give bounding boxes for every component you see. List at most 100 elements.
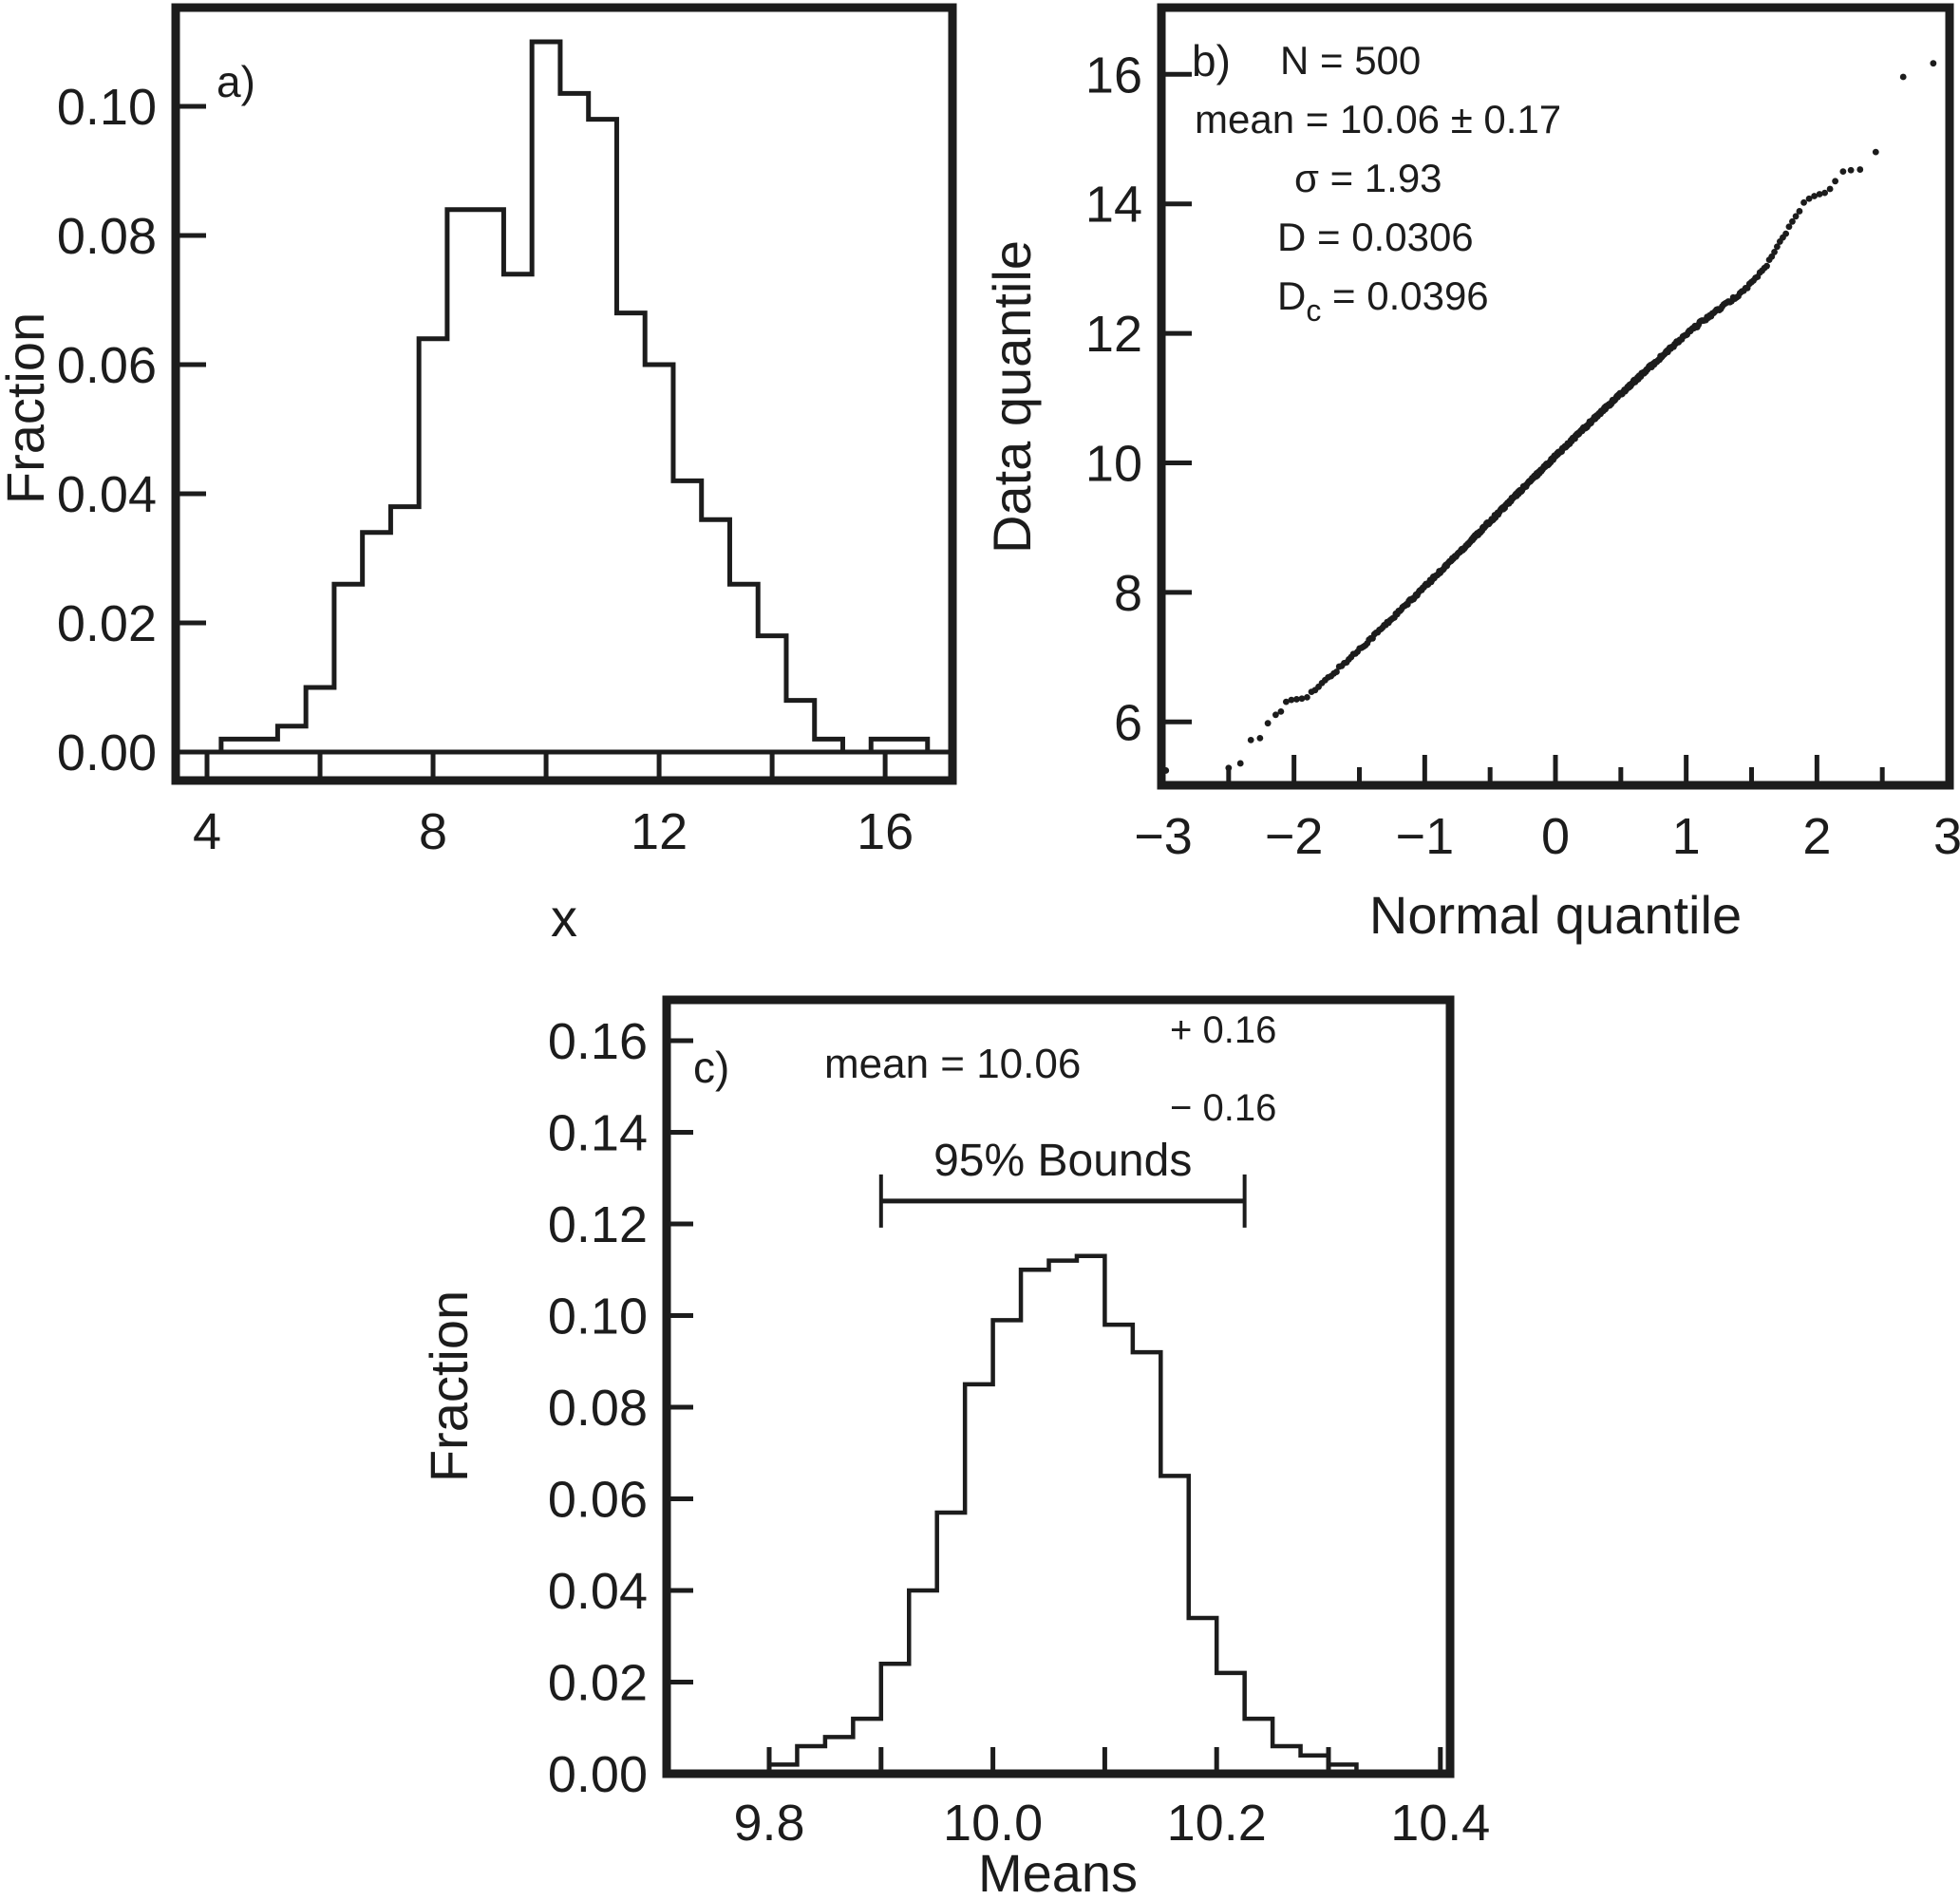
qq-point: [1782, 230, 1790, 237]
panel-a-axes: 4 8 12 16 0.00 0.02 0.04 0.06 0.08 0.10 x Fraction a…: [0, 57, 914, 948]
qq-stats-line-4: Dc = 0.0396: [1277, 273, 1489, 328]
panel-c-plot: 95% Bounds mean = 10.06 + 0.16 − 0.16 9.8 10.…: [419, 995, 1490, 1900]
plot-frame: [171, 3, 957, 785]
qq-point: [1288, 696, 1295, 704]
qq-scatter-series: [1162, 60, 1937, 774]
qq-point: [1899, 73, 1907, 81]
y-tick-label: 0.12: [548, 1196, 648, 1253]
panel-a: 4 8 12 16 0.00 0.02 0.04 0.06 0.08 0.10 x Fraction a…: [0, 0, 988, 959]
qq-point: [1805, 195, 1813, 202]
qq-point: [1256, 734, 1264, 742]
qq-point: [1800, 198, 1807, 206]
y-tick-label: 0.08: [57, 208, 157, 265]
y-tick-label: 8: [1114, 565, 1142, 622]
qq-stats-line-2: σ = 1.93: [1294, 156, 1442, 200]
panel-c-label: c): [693, 1043, 729, 1092]
qq-point: [1811, 193, 1818, 199]
qq-stats-annotation: N = 500 mean = 10.06 ± 0.17 σ = 1.93 D = 0.…: [1195, 38, 1561, 328]
panel-c-axes: 9.8 10.0 10.2 10.4 0.00 0.02 0.04 0.06 0.08 0.10 0…: [419, 1013, 1490, 1900]
x-tick-label: 10.2: [1167, 1795, 1267, 1852]
y-tick-label: 0.14: [548, 1105, 648, 1162]
qq-point: [1839, 168, 1847, 176]
qq-point: [1796, 208, 1803, 215]
qq-point: [1816, 191, 1823, 198]
y-tick-label: 0.06: [548, 1472, 648, 1529]
qq-point: [1856, 166, 1864, 173]
qq-point: [1293, 696, 1300, 703]
y-tick-label: 0.02: [57, 595, 157, 652]
qq-point: [1298, 695, 1306, 703]
bounds-label: 95% Bounds: [933, 1136, 1192, 1186]
qq-point: [1792, 213, 1800, 220]
panel-c: 95% Bounds mean = 10.06 + 0.16 − 0.16 9.8 10.…: [361, 954, 1595, 1900]
mean-annotation-plus: + 0.16: [1170, 1009, 1276, 1051]
panel-a-x-axis-title: x: [551, 888, 577, 948]
panel-b-label: b): [1192, 36, 1231, 85]
plot-frame: [662, 995, 1455, 1778]
y-tick-label: 12: [1085, 306, 1142, 363]
x-tick-label: 2: [1802, 808, 1831, 865]
qq-point: [1821, 189, 1829, 197]
x-tick-label: 10.0: [943, 1795, 1043, 1852]
histogram-x-series: [218, 39, 931, 755]
x-tick-label: 1: [1672, 808, 1701, 865]
x-tick-label: 3: [1933, 808, 1960, 865]
plot-frame: [1157, 3, 1954, 790]
panel-b: N = 500 mean = 10.06 ± 0.17 σ = 1.93 D = 0.…: [982, 0, 1960, 959]
x-tick-label: −3: [1134, 808, 1193, 865]
qq-point: [1247, 736, 1254, 743]
y-tick-label: 0.10: [57, 79, 157, 136]
qq-stats-line-3: D = 0.0306: [1277, 215, 1474, 259]
panel-b-y-axis-title: Data quantile: [988, 240, 1042, 554]
x-tick-label: 10.4: [1390, 1795, 1490, 1852]
panel-c-x-axis-title: Means: [978, 1843, 1138, 1900]
qq-stats-line-1: mean = 10.06 ± 0.17: [1195, 97, 1561, 141]
mean-annotation-main: mean = 10.06: [824, 1041, 1081, 1087]
x-tick-label: 9.8: [733, 1795, 804, 1852]
qq-point: [1236, 760, 1244, 767]
qq-point: [1282, 698, 1290, 705]
qq-point: [1771, 249, 1778, 255]
panel-a-y-axis-title: Fraction: [0, 312, 55, 504]
qq-stats-line-0: N = 500: [1280, 38, 1421, 83]
panel-a-plot: 4 8 12 16 0.00 0.02 0.04 0.06 0.08 0.10 x Fraction a…: [0, 3, 957, 948]
y-tick-label: 0.08: [548, 1380, 648, 1437]
y-tick-label: 0.10: [548, 1289, 648, 1345]
x-tick-label: 4: [193, 803, 221, 860]
x-tick-label: −1: [1396, 808, 1455, 865]
mean-annotation-minus: − 0.16: [1170, 1087, 1276, 1129]
bounds-interval: 95% Bounds: [878, 1136, 1247, 1228]
histogram-means-series: [766, 1253, 1359, 1774]
panel-c-y-axis-title: Fraction: [419, 1290, 479, 1482]
qq-point: [1304, 693, 1310, 701]
qq-point: [1826, 185, 1834, 193]
qq-point: [1774, 243, 1781, 251]
y-tick-label: 14: [1085, 177, 1142, 234]
y-tick-label: 0.04: [548, 1563, 648, 1620]
qq-point: [1333, 668, 1340, 675]
y-tick-label: 16: [1085, 47, 1142, 103]
y-tick-label: 0.06: [57, 337, 157, 394]
x-tick-label: 12: [631, 803, 688, 860]
x-tick-label: 16: [857, 803, 914, 860]
qq-point: [1930, 60, 1937, 67]
qq-point: [1264, 720, 1272, 727]
qq-point: [1789, 217, 1796, 225]
qq-point: [1272, 711, 1279, 719]
y-tick-label: 10: [1085, 436, 1142, 493]
x-tick-label: 0: [1541, 808, 1570, 865]
y-tick-label: 0.00: [548, 1746, 648, 1803]
x-tick-label: 8: [419, 803, 447, 860]
x-tick-label: −2: [1265, 808, 1324, 865]
qq-point: [1785, 223, 1793, 231]
qq-point: [1763, 262, 1770, 270]
mean-annotation: mean = 10.06 + 0.16 − 0.16: [824, 1009, 1276, 1129]
y-tick-label: 0.16: [548, 1013, 648, 1070]
panel-a-label: a): [217, 57, 255, 106]
y-tick-label: 0.02: [548, 1655, 648, 1712]
qq-point: [1277, 707, 1285, 715]
qq-point: [1872, 148, 1879, 156]
y-tick-label: 0.00: [57, 724, 157, 781]
qq-point: [1832, 178, 1839, 185]
